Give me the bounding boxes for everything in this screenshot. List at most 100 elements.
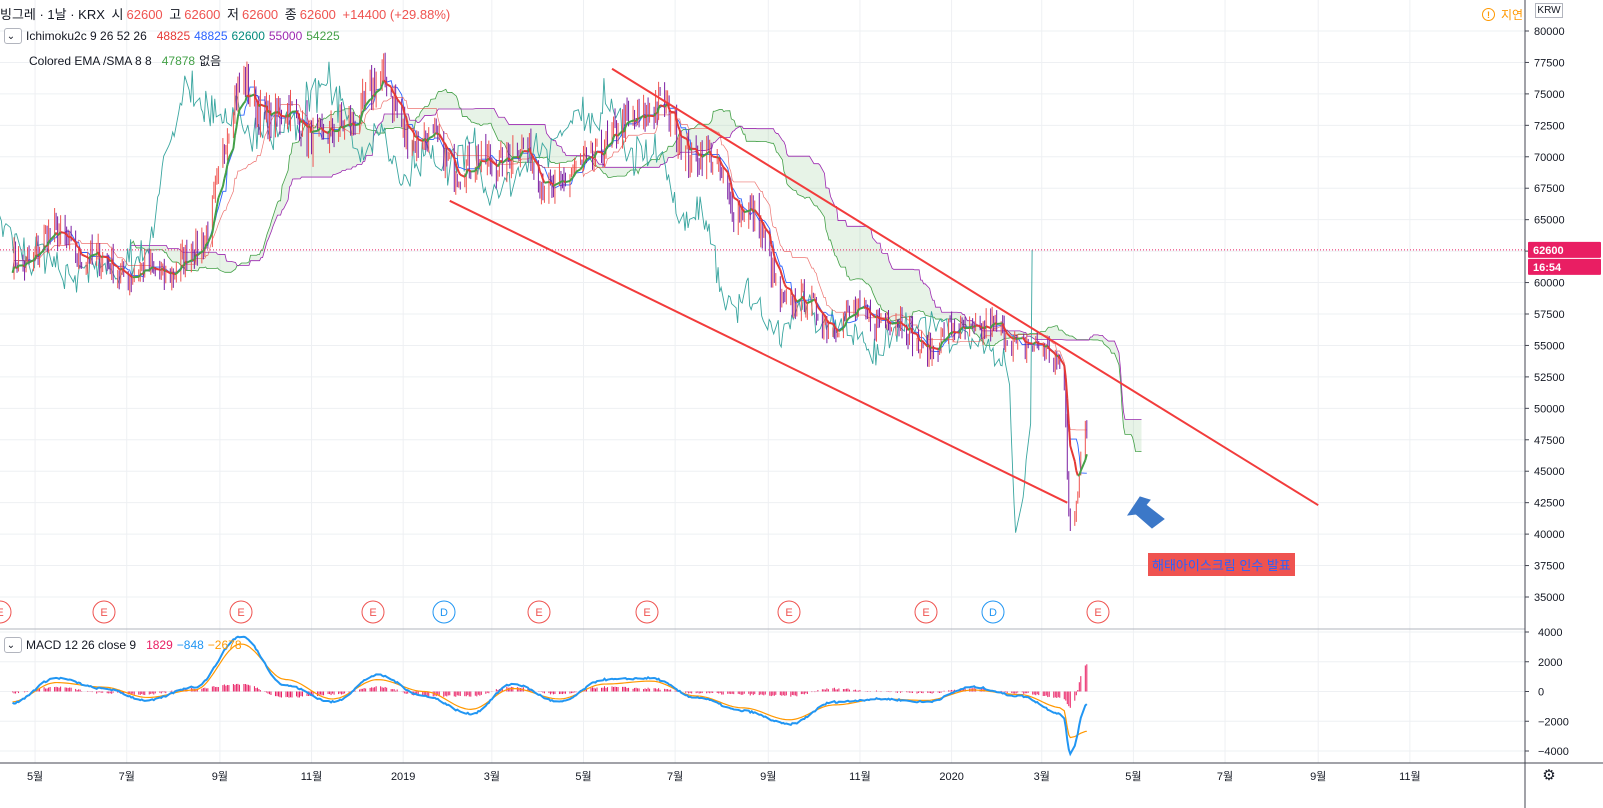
ema-segment [478, 160, 483, 167]
ema-segment [43, 245, 47, 251]
event-marker: E [361, 600, 385, 624]
ema-segment [659, 104, 665, 108]
event-circle [914, 600, 938, 624]
ema-segment [985, 325, 992, 329]
collapse-macd-button[interactable]: ⌄ [4, 637, 22, 653]
ema-segment [232, 135, 236, 149]
ema-segment [91, 253, 97, 257]
ema-segment [796, 297, 802, 303]
ema-segment [120, 267, 123, 271]
event-marker: E [92, 600, 116, 624]
ema-segment [1014, 337, 1017, 340]
collapse-legend-button[interactable]: ⌄ [4, 28, 22, 44]
event-circle [981, 600, 1005, 624]
ema-segment [539, 171, 543, 175]
ema-segment [421, 138, 425, 142]
ema-segment [558, 180, 562, 184]
ema-segment [1042, 343, 1046, 348]
event-circle [361, 600, 385, 624]
ema-segment [88, 255, 92, 260]
ema-segment [184, 260, 188, 264]
ema-segment [445, 146, 450, 150]
ema-segment [1006, 332, 1013, 339]
ema-segment [260, 103, 266, 108]
ema-segment [901, 322, 908, 328]
ema-legend: Colored EMA /SMA 8 8 47878 없음 [29, 52, 225, 69]
event-marker: D [981, 600, 1005, 624]
ema-segment [454, 163, 459, 169]
ema-segment [907, 328, 911, 331]
ema-segment [824, 316, 828, 321]
ema-segment [411, 129, 415, 134]
event-marker: E [777, 600, 801, 624]
ema-segment [327, 130, 331, 134]
price-tick-label: 55000 [1534, 340, 1565, 352]
ichimoku-name[interactable]: Ichimoku2c 9 26 52 26 [26, 29, 147, 43]
ema-segment [227, 148, 235, 159]
ema-segment [845, 318, 849, 323]
ema-segment [1046, 345, 1051, 350]
ema-segment [1004, 330, 1009, 335]
ema-segment [635, 117, 639, 122]
ema-segment [887, 320, 891, 324]
ema-segment [165, 269, 171, 275]
ema-segment [675, 119, 680, 127]
delay-indicator[interactable]: ! 지연 [1482, 6, 1523, 23]
ema-segment [910, 327, 914, 334]
ema-segment [226, 157, 230, 165]
ema-segment [1078, 470, 1082, 476]
ema-segment [813, 299, 818, 304]
change-value: +14400 (+29.88%) [342, 7, 451, 22]
event-circle [92, 600, 116, 624]
ema-segment [768, 234, 773, 245]
ema-segment [154, 267, 161, 271]
currency-badge[interactable]: KRW [1535, 3, 1563, 18]
low-label: 저 [227, 7, 239, 22]
ema-segment [877, 316, 881, 319]
price-tick-label: 35000 [1534, 592, 1565, 604]
gear-icon[interactable]: ⚙ [1542, 767, 1556, 784]
ema-segment [748, 209, 751, 212]
event-label: E [535, 607, 542, 619]
ema-segment [236, 109, 241, 117]
ema-segment [737, 200, 741, 206]
countdown-badge [1528, 258, 1601, 275]
ema-segment [533, 157, 540, 166]
ema-segment [442, 141, 447, 145]
event-label: E [0, 607, 4, 619]
time-tick-label: 5월 [27, 770, 43, 783]
time-tick-label: 7월 [1217, 770, 1233, 783]
ema-segment [554, 181, 560, 186]
ema-segment [370, 94, 375, 100]
price-tick-label: 42500 [1534, 498, 1565, 510]
ema-segment [279, 113, 283, 117]
ema-segment [106, 256, 110, 260]
ema-segment [712, 155, 718, 159]
ema-segment [127, 273, 131, 276]
ema-segment [110, 259, 115, 265]
ema-segment [602, 153, 605, 156]
ema-segment [783, 284, 788, 288]
ema-segment [37, 253, 41, 257]
ema-segment [584, 159, 588, 163]
ema-segment [570, 176, 574, 180]
macd-name[interactable]: MACD 12 26 close 9 [26, 638, 137, 652]
ema-segment [1048, 348, 1055, 354]
time-tick-label: 5월 [575, 770, 591, 783]
symbol-title[interactable]: 빙그레 · 1날 · KRX [0, 7, 105, 22]
ema-segment [212, 214, 217, 225]
macd-tick-label: 2000 [1538, 657, 1562, 669]
low-value: 62600 [242, 7, 279, 22]
ema-name[interactable]: Colored EMA /SMA 8 8 [29, 53, 152, 68]
time-tick-label: 11월 [301, 770, 323, 783]
ema-segment [565, 179, 571, 184]
time-tick-label: 7월 [119, 770, 135, 783]
event-marker: E [527, 600, 551, 624]
ichimoku-cloud [130, 88, 1142, 452]
price-tick-label: 72500 [1534, 120, 1565, 132]
ema-segment [60, 231, 66, 235]
annotation-label: 해태아이스크림 인수 발표 [1148, 553, 1295, 576]
high-value: 62600 [184, 7, 221, 22]
ema-segment [323, 130, 329, 135]
